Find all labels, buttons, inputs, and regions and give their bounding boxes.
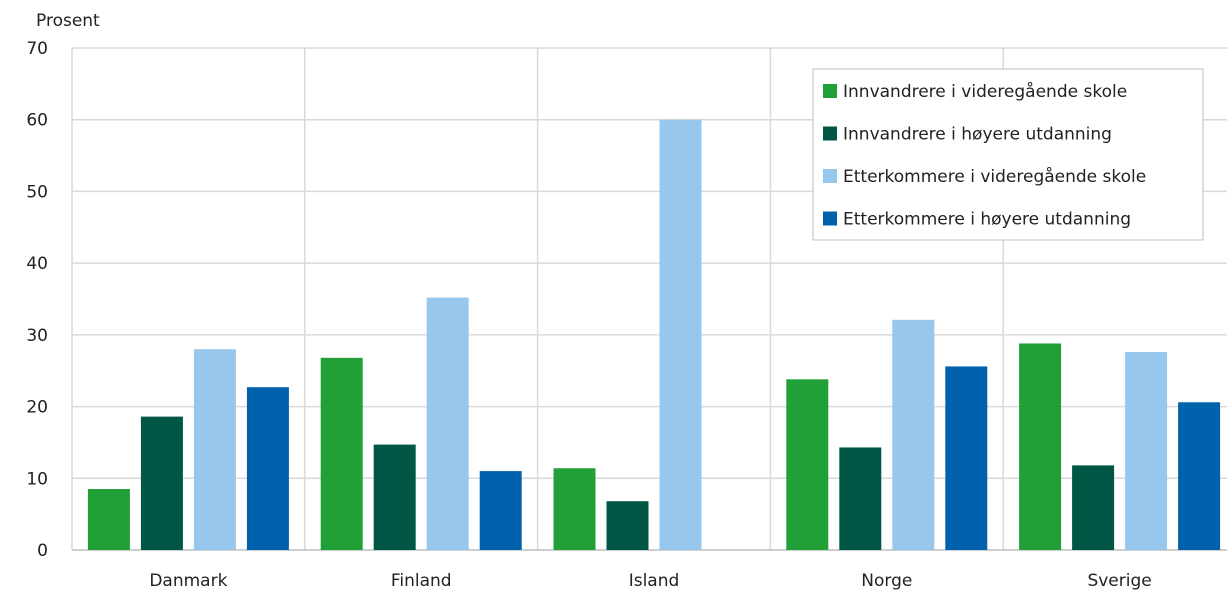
y-tick-label: 70 [26, 39, 48, 59]
bar [606, 501, 649, 550]
bar [786, 379, 829, 550]
bar [479, 471, 522, 550]
legend-label: Etterkommere i høyere utdanning [843, 210, 1131, 230]
bars [87, 119, 1221, 550]
y-tick-label: 20 [26, 398, 48, 418]
bar [373, 444, 416, 550]
x-tick-label: Island [629, 571, 680, 591]
y-tick-label: 0 [37, 541, 48, 561]
legend-label: Innvandrere i høyere utdanning [843, 125, 1112, 145]
bar [426, 297, 469, 550]
y-tick-label: 30 [26, 326, 48, 346]
bar [320, 357, 363, 550]
bar [892, 319, 935, 550]
legend-swatch [823, 211, 837, 226]
bar [945, 366, 988, 550]
bar [659, 119, 702, 550]
y-tick-label: 40 [26, 254, 48, 274]
bar [839, 447, 882, 550]
y-axis-title: Prosent [36, 11, 100, 31]
x-axis-ticks: Danmark Finland Island Norge Sverige [149, 571, 1151, 591]
bar [193, 349, 236, 550]
legend-label: Etterkommere i videregående skole [843, 166, 1146, 187]
legend: Innvandrere i videregående skole Innvandr… [812, 68, 1204, 241]
x-tick-label: Norge [861, 571, 912, 591]
x-tick-label: Finland [391, 571, 452, 591]
bar [1019, 343, 1062, 550]
bar [1178, 402, 1221, 550]
legend-swatch [823, 169, 837, 183]
y-tick-label: 60 [26, 111, 48, 131]
legend-swatch [823, 84, 837, 98]
bar [246, 387, 289, 550]
x-tick-label: Danmark [149, 571, 227, 591]
bar [1125, 352, 1168, 550]
y-axis-ticks: 0 10 20 30 40 50 60 70 [26, 39, 48, 561]
legend-label: Innvandrere i videregående skole [843, 81, 1127, 102]
legend-box [812, 68, 1204, 241]
bar [553, 468, 596, 550]
bar [1072, 465, 1115, 550]
bar [87, 489, 130, 550]
x-tick-label: Sverige [1087, 571, 1151, 591]
legend-swatch [823, 126, 837, 141]
bar [140, 416, 183, 550]
y-tick-label: 10 [26, 469, 48, 489]
y-tick-label: 50 [26, 182, 48, 202]
